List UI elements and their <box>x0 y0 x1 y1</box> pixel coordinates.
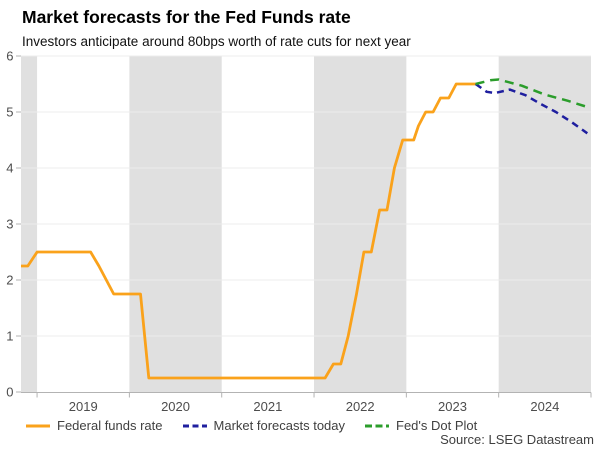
series-line-federal-funds-rate <box>21 82 476 380</box>
line-swatch-icon <box>26 424 50 427</box>
x-tick-label: 2019 <box>69 399 98 414</box>
chart-title: Market forecasts for the Fed Funds rate <box>22 7 351 27</box>
x-tick-label: 2021 <box>253 399 282 414</box>
legend-item-federal-funds-rate: Federal funds rate <box>25 418 163 433</box>
legend-label: Market forecasts today <box>213 418 346 433</box>
chart-subtitle: Investors anticipate around 80bps worth … <box>22 34 411 49</box>
dashed-line-swatch-icon <box>182 424 207 427</box>
y-tick-label: 5 <box>6 105 13 120</box>
y-tick-label: 4 <box>6 161 13 176</box>
legend-label: Federal funds rate <box>57 418 163 433</box>
legend-label: Fed's Dot Plot <box>396 418 478 433</box>
y-tick-label: 0 <box>6 385 13 400</box>
y-tick-label: 6 <box>6 49 13 64</box>
x-tick-label: 2022 <box>346 399 375 414</box>
dashed-line-swatch-icon <box>365 424 390 427</box>
plot-area: 0 1 2 3 4 5 6 2019 2020 2021 2022 2023 2024 <box>6 49 592 414</box>
legend-item-market-forecasts-today: Market forecasts today <box>182 418 346 433</box>
y-tick-label: 3 <box>6 217 13 232</box>
x-tick-label: 2024 <box>530 399 559 414</box>
y-tick-label: 2 <box>6 273 13 288</box>
series-line-market-forecasts-today <box>474 82 589 135</box>
legend-item-feds-dot-plot: Fed's Dot Plot <box>364 418 477 433</box>
legend: Federal funds rate Market forecasts toda… <box>25 418 477 433</box>
source-credit: Source: LSEG Datastream <box>440 432 594 447</box>
x-tick-label: 2020 <box>161 399 190 414</box>
x-tick-label: 2023 <box>438 399 467 414</box>
y-tick-label: 1 <box>6 329 13 344</box>
series-line-fed-s-dot-plot <box>475 78 588 109</box>
